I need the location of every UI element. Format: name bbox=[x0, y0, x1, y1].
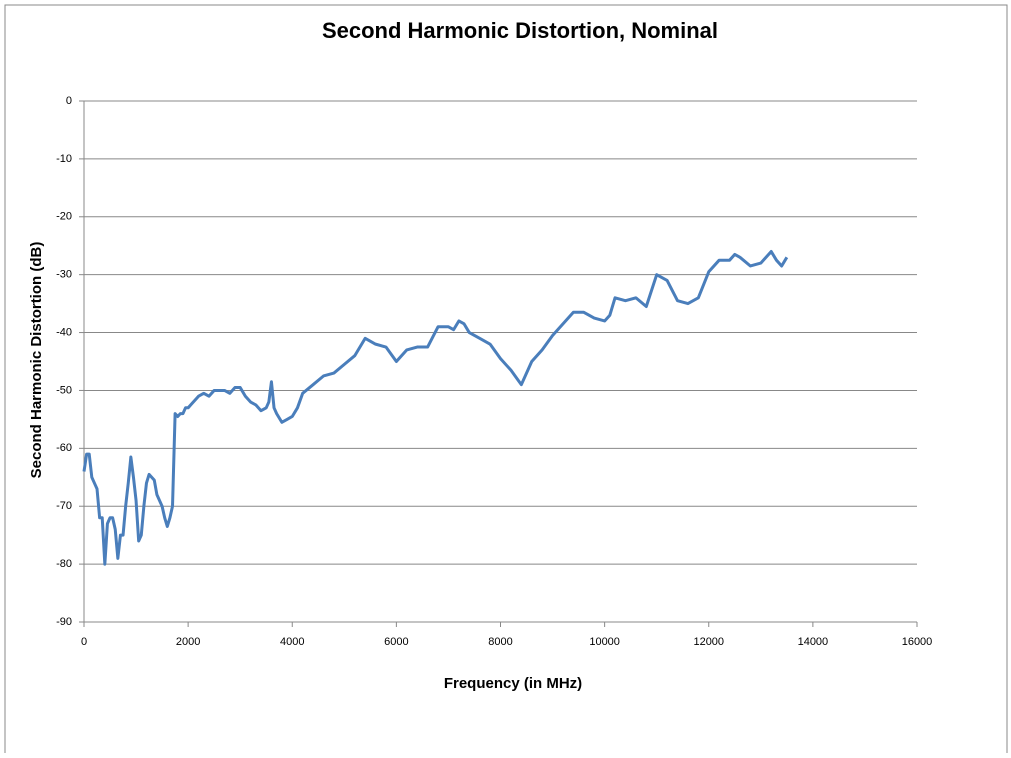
y-tick-label: -50 bbox=[56, 384, 72, 396]
x-tick-label: 8000 bbox=[488, 636, 512, 648]
y-axis-label: Second Harmonic Distortion (dB) bbox=[28, 242, 45, 479]
y-tick-label: -80 bbox=[56, 558, 72, 570]
x-tick-label: 0 bbox=[81, 636, 87, 648]
y-tick-label: -60 bbox=[56, 442, 72, 454]
x-tick-label: 2000 bbox=[176, 636, 200, 648]
y-tick-label: -40 bbox=[56, 326, 72, 338]
y-tick-label: -90 bbox=[56, 616, 72, 628]
x-tick-label: 10000 bbox=[589, 636, 620, 648]
x-tick-label: 14000 bbox=[798, 636, 829, 648]
x-tick-label: 4000 bbox=[280, 636, 304, 648]
y-tick-label: 0 bbox=[66, 95, 72, 107]
data-line bbox=[82, 250, 789, 566]
x-tick-label: 16000 bbox=[902, 636, 933, 648]
chart-frame bbox=[4, 4, 1008, 758]
y-tick-label: -70 bbox=[56, 500, 72, 512]
chart-title: Second Harmonic Distortion, Nominal bbox=[322, 18, 718, 43]
x-tick-label: 12000 bbox=[693, 636, 724, 648]
x-axis-label: Frequency (in MHz) bbox=[444, 675, 582, 692]
x-tick-label: 6000 bbox=[384, 636, 408, 648]
y-tick-label: -10 bbox=[56, 153, 72, 165]
y-tick-label: -30 bbox=[56, 269, 72, 281]
y-tick-label: -20 bbox=[56, 211, 72, 223]
